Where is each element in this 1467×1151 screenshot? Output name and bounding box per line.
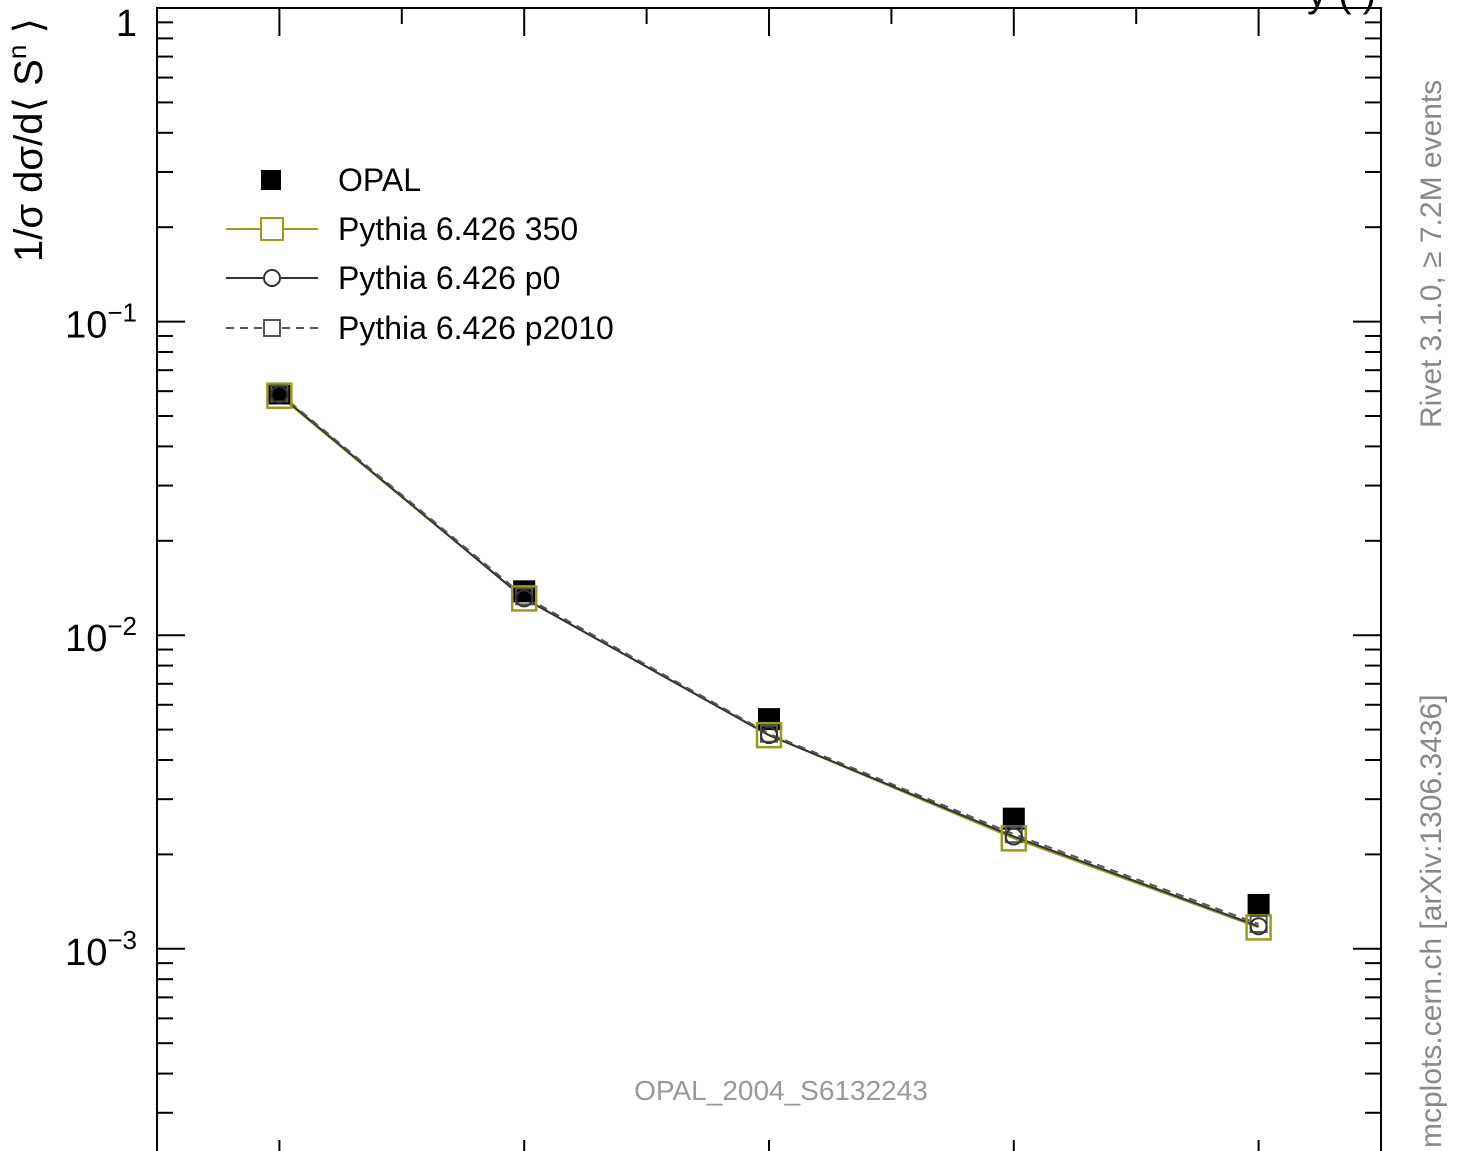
series-layer: [266, 382, 1272, 941]
legend-marker-opal: [261, 170, 281, 190]
legend-label-pythia-p2010: Pythia 6.426 p2010: [338, 310, 614, 346]
y-tick-label: 10−2: [65, 611, 137, 660]
y-tick-label: 1: [116, 3, 137, 45]
pythia-p0-point: [1249, 917, 1268, 936]
legend-marker-pythia-p0: [263, 269, 281, 287]
axes: [156, 7, 1382, 1151]
opal-data-point: [758, 708, 780, 731]
pythia-350-point: [266, 382, 293, 410]
legend-label-pythia-p0: Pythia 6.426 p0: [338, 260, 560, 296]
opal-data-point: [1002, 807, 1025, 830]
legend-marker-pythia-350: [260, 217, 284, 241]
legend-label-pythia-350: Pythia 6.426 350: [338, 211, 578, 247]
legend-marker-pythia-p2010: [263, 319, 281, 337]
series-line: [278, 392, 1259, 925]
rivet-version-label: Rivet 3.1.0, ≥ 7.2M events: [1415, 80, 1448, 428]
legend: OPAL Pythia 6.426 350 Pythia 6.426 p0 Py…: [226, 162, 614, 346]
mcplots-reference-label: mcplots.cern.ch [arXiv:1306.3436]: [1415, 694, 1448, 1148]
y-tick-label: 10−3: [65, 925, 137, 974]
legend-entry-pythia-350: Pythia 6.426 350: [226, 211, 578, 247]
analysis-id-annotation: OPAL_2004_S6132243: [634, 1075, 928, 1106]
pythia-p0-point: [760, 726, 778, 745]
legend-entry-pythia-p0: Pythia 6.426 p0: [226, 260, 560, 296]
series-line: [278, 393, 1259, 928]
series-line: [278, 395, 1259, 929]
pythia-350-point: [755, 721, 783, 749]
pythia-350-point: [510, 585, 538, 612]
legend-entry-pythia-p2010: Pythia 6.426 p2010: [226, 310, 614, 346]
chart-title-fragment: y ( ): [1307, 0, 1376, 15]
y-tick-labels: 1 10−1 10−2 10−3: [65, 3, 137, 974]
pythia-p0-point: [1004, 827, 1023, 846]
y-tick-label: 10−1: [65, 298, 137, 347]
pythia-p0-point: [270, 385, 289, 404]
y-axis-label: 1/σ dσ/d⟨ Sn ⟩: [2, 18, 51, 262]
legend-label-opal: OPAL: [338, 162, 421, 198]
pythia-p0-point: [515, 589, 534, 608]
opal-data-point: [1247, 893, 1270, 916]
legend-entry-opal: OPAL: [261, 162, 421, 198]
